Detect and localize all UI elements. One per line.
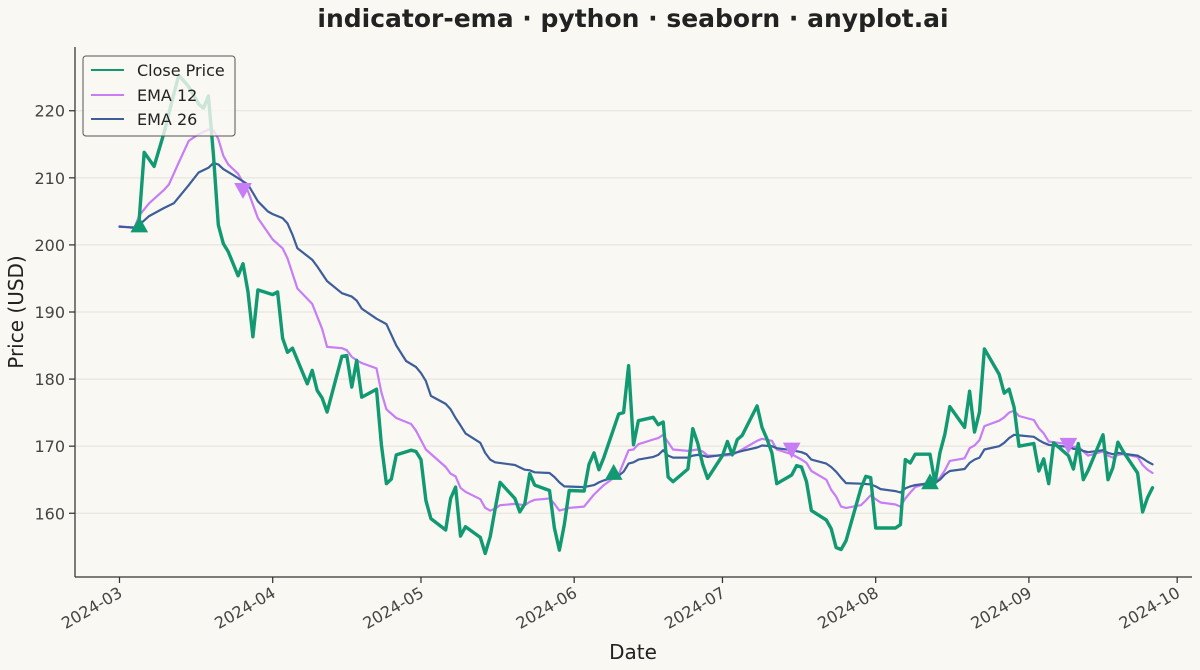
legend-box	[82, 55, 236, 137]
legend-label-ema12: EMA 12	[137, 86, 197, 105]
bullish-signal-marker-1	[130, 216, 149, 233]
y-tick-label-180: 180	[34, 370, 65, 389]
x-axis-label: Date	[609, 640, 657, 664]
chart-title: indicator-ema · python · seaborn · anypl…	[317, 4, 948, 33]
series-line-ema26	[118, 162, 1154, 494]
legend: Close Price EMA 12 EMA 26	[82, 55, 236, 137]
y-tick-label-160: 160	[34, 504, 65, 523]
y-tick-label-190: 190	[34, 303, 65, 322]
y-tick-label-210: 210	[34, 169, 65, 188]
bearish-signal-marker-6	[1059, 437, 1078, 454]
bullish-signal-marker-3	[604, 463, 623, 480]
y-tick-label-170: 170	[34, 437, 65, 456]
series-line-close	[137, 73, 1155, 556]
y-axis-ticks: 160 170 180 190 200 210 220	[34, 102, 75, 523]
series-line-ema12	[118, 128, 1154, 512]
y-axis-label: Price (USD)	[4, 255, 28, 369]
bearish-signal-marker-4	[782, 442, 801, 459]
bullish-signal-marker-5	[921, 473, 939, 490]
legend-label-close: Close Price	[137, 61, 225, 80]
bearish-signal-marker-2	[234, 183, 252, 199]
legend-label-ema26: EMA 26	[137, 110, 197, 129]
crossover-signals	[130, 183, 1078, 490]
series-lines	[118, 73, 1155, 556]
y-tick-label-220: 220	[34, 102, 65, 121]
y-tick-label-200: 200	[34, 236, 65, 255]
